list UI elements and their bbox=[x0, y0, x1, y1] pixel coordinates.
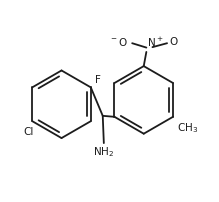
Text: CH$_3$: CH$_3$ bbox=[177, 121, 198, 135]
Text: N$^+$: N$^+$ bbox=[147, 36, 164, 49]
Text: $^-$O: $^-$O bbox=[109, 36, 128, 48]
Text: O: O bbox=[169, 37, 177, 47]
Text: F: F bbox=[95, 75, 101, 85]
Text: NH$_2$: NH$_2$ bbox=[93, 145, 114, 159]
Text: Cl: Cl bbox=[24, 127, 34, 137]
